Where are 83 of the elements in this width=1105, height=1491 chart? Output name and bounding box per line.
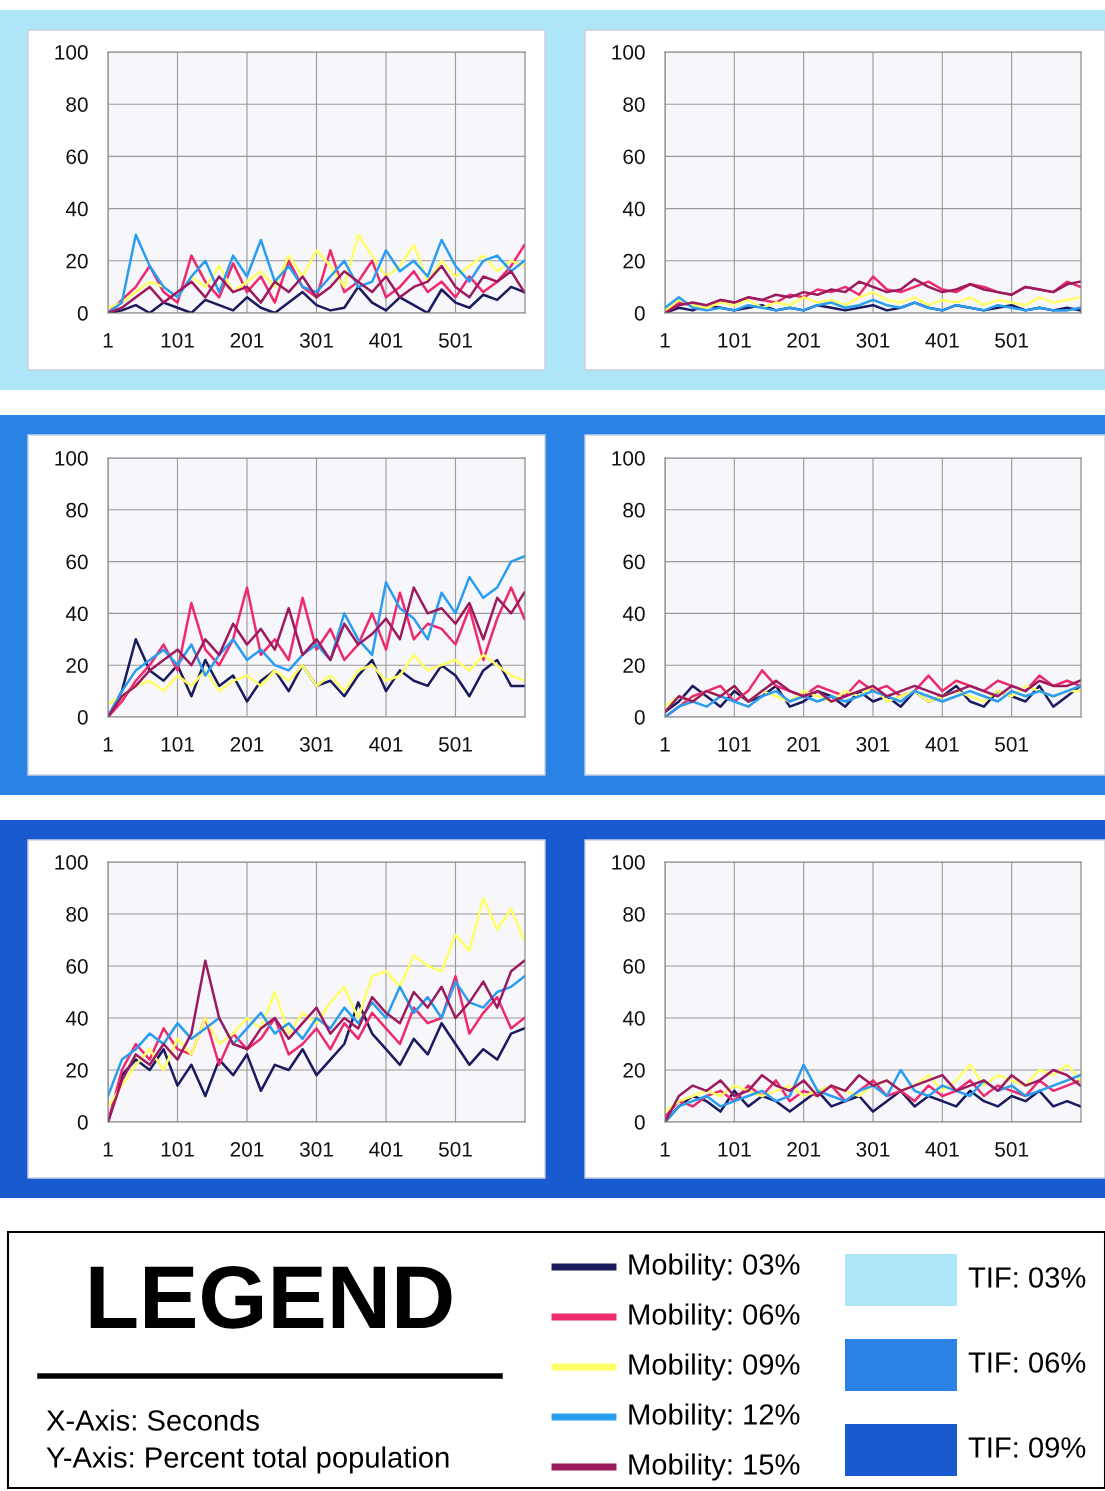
y-tick-label: 80 bbox=[66, 97, 88, 112]
x-tick-label: 1 bbox=[103, 333, 113, 348]
y-tick-label: 60 bbox=[66, 554, 88, 570]
legend-label: Mobility: 12% bbox=[629, 1403, 800, 1431]
y-tick-label: 60 bbox=[66, 959, 88, 974]
legend-label: Mobility: 03% bbox=[629, 1253, 800, 1281]
y-tick-label: 20 bbox=[623, 253, 645, 269]
legend-label: Mobility: 15% bbox=[629, 1453, 800, 1481]
y-tick-label: 80 bbox=[66, 907, 88, 922]
y-tick-label: 0 bbox=[77, 1115, 88, 1130]
y-tick-label: 80 bbox=[623, 907, 645, 922]
x-tick-label: 401 bbox=[925, 332, 959, 348]
x-tick-label: 501 bbox=[438, 736, 472, 752]
text: LEGEND bbox=[90, 1265, 452, 1329]
y-tick-label: 20 bbox=[66, 1063, 88, 1078]
y-tick-label: 100 bbox=[55, 451, 88, 466]
y-tick-label: 100 bbox=[55, 855, 88, 870]
x-tick-label: 201 bbox=[787, 736, 821, 752]
y-tick-label: 40 bbox=[622, 1011, 645, 1026]
x-tick-label: 1 bbox=[103, 737, 113, 752]
x-tick-label: 101 bbox=[718, 736, 751, 752]
x-tick-label: 301 bbox=[856, 1141, 890, 1157]
y-tick-label: 60 bbox=[623, 554, 645, 570]
y-tick-label: 40 bbox=[65, 201, 88, 217]
y-tick-label: 20 bbox=[623, 658, 645, 673]
y-tick-label: 100 bbox=[55, 45, 88, 60]
x-tick-label: 401 bbox=[925, 1141, 959, 1157]
x-tick-label: 201 bbox=[787, 1141, 821, 1157]
x-tick-label: 301 bbox=[299, 1141, 333, 1157]
y-tick-label: 0 bbox=[77, 710, 88, 725]
x-tick-label: 301 bbox=[299, 736, 333, 752]
legend-label: TIF: 06% bbox=[968, 1352, 1086, 1373]
x-tick-label: 501 bbox=[438, 332, 472, 348]
y-tick-label: 40 bbox=[622, 606, 645, 622]
x-tick-label: 101 bbox=[718, 332, 751, 348]
x-tick-label: 501 bbox=[995, 1141, 1029, 1157]
y-tick-label: 0 bbox=[634, 1115, 645, 1130]
x-tick-label: 101 bbox=[718, 1141, 751, 1157]
x-tick-label: 201 bbox=[230, 736, 264, 752]
x-tick-label: 201 bbox=[230, 332, 264, 348]
x-tick-label: 501 bbox=[995, 736, 1029, 752]
legend-label: Mobility: 06% bbox=[629, 1303, 800, 1331]
text: X-Axis: Seconds bbox=[46, 1409, 259, 1431]
y-tick-label: 80 bbox=[66, 502, 88, 518]
y-tick-label: 20 bbox=[623, 1063, 645, 1078]
y-tick-label: 60 bbox=[623, 149, 645, 165]
x-tick-label: 401 bbox=[925, 736, 959, 752]
x-tick-label: 101 bbox=[161, 332, 194, 348]
x-tick-label: 101 bbox=[161, 1141, 194, 1157]
y-tick-label: 40 bbox=[65, 1011, 88, 1026]
y-tick-label: 80 bbox=[623, 502, 645, 518]
y-tick-label: 0 bbox=[634, 306, 645, 321]
y-tick-label: 60 bbox=[623, 959, 645, 974]
y-tick-label: 20 bbox=[66, 253, 88, 269]
legend-label: TIF: 09% bbox=[968, 1437, 1086, 1458]
text: Y-Axis: Percent total population bbox=[46, 1446, 449, 1474]
x-tick-label: 101 bbox=[161, 736, 194, 752]
y-tick-label: 0 bbox=[77, 306, 88, 321]
x-tick-label: 401 bbox=[369, 1141, 403, 1157]
x-tick-label: 1 bbox=[660, 1142, 670, 1157]
x-tick-label: 301 bbox=[856, 332, 890, 348]
y-tick-label: 0 bbox=[634, 710, 645, 725]
x-tick-label: 1 bbox=[103, 1142, 113, 1157]
x-tick-label: 1 bbox=[660, 737, 670, 752]
x-tick-label: 201 bbox=[787, 332, 821, 348]
x-tick-label: 401 bbox=[369, 736, 403, 752]
y-tick-label: 20 bbox=[66, 658, 88, 673]
legend-label: Mobility: 09% bbox=[629, 1353, 800, 1381]
x-tick-label: 201 bbox=[230, 1141, 264, 1157]
x-tick-label: 501 bbox=[438, 1141, 472, 1157]
x-tick-label: 501 bbox=[995, 332, 1029, 348]
x-tick-label: 1 bbox=[660, 333, 670, 348]
y-tick-label: 100 bbox=[612, 855, 645, 870]
y-tick-label: 80 bbox=[623, 97, 645, 112]
x-tick-label: 401 bbox=[369, 332, 403, 348]
y-tick-label: 100 bbox=[612, 45, 645, 60]
legend-label: TIF: 03% bbox=[968, 1267, 1086, 1288]
x-tick-label: 301 bbox=[856, 736, 890, 752]
y-tick-label: 40 bbox=[65, 606, 88, 622]
y-tick-label: 100 bbox=[612, 451, 645, 466]
x-tick-label: 301 bbox=[299, 332, 333, 348]
y-tick-label: 60 bbox=[66, 149, 88, 165]
y-tick-label: 40 bbox=[622, 201, 645, 217]
